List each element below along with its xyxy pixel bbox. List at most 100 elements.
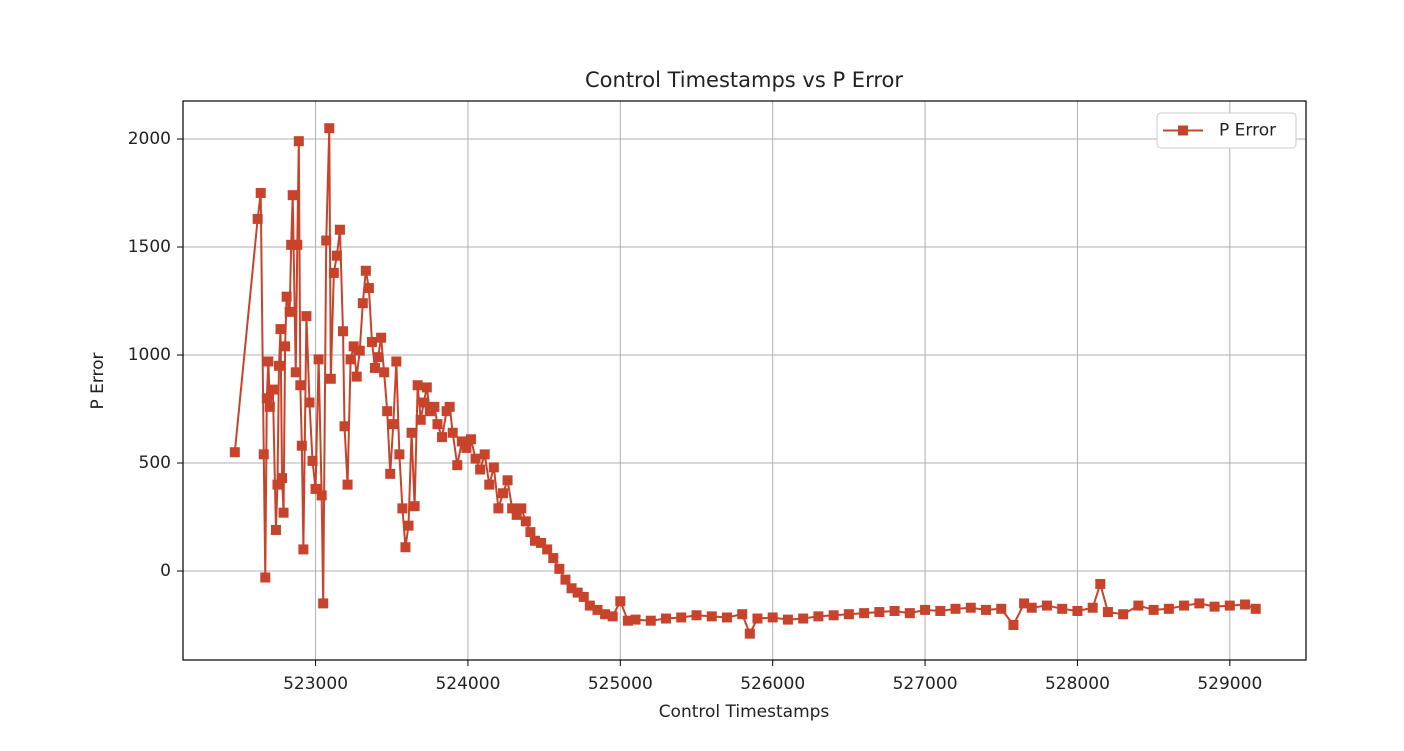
data-point bbox=[1148, 604, 1159, 615]
legend-marker bbox=[1178, 125, 1188, 136]
legend-box bbox=[1156, 112, 1297, 149]
data-point bbox=[444, 401, 455, 412]
data-line bbox=[233, 128, 1257, 637]
data-point bbox=[607, 611, 618, 622]
data-point bbox=[1087, 602, 1098, 613]
data-point bbox=[397, 503, 408, 514]
data-point bbox=[1102, 607, 1113, 618]
data-point bbox=[456, 436, 467, 447]
data-point bbox=[572, 587, 583, 598]
y-tick-label: 1000 bbox=[128, 345, 171, 365]
data-point bbox=[737, 609, 748, 620]
y-tick-label: 2000 bbox=[128, 129, 171, 149]
data-point bbox=[600, 609, 611, 620]
data-point bbox=[418, 397, 429, 408]
data-point bbox=[1095, 578, 1106, 589]
data-point bbox=[525, 527, 536, 538]
data-point bbox=[935, 605, 946, 616]
data-point bbox=[752, 613, 763, 624]
data-point bbox=[920, 604, 931, 615]
data-point bbox=[1008, 620, 1019, 631]
data-point bbox=[843, 609, 854, 620]
data-point bbox=[260, 572, 271, 583]
data-point bbox=[744, 628, 755, 639]
data-point bbox=[316, 490, 327, 501]
data-point bbox=[379, 367, 390, 378]
data-point bbox=[295, 380, 306, 391]
data-point bbox=[429, 401, 440, 412]
data-point bbox=[437, 432, 448, 443]
data-point bbox=[275, 324, 286, 335]
data-point bbox=[461, 442, 472, 453]
x-tick-label: 528000 bbox=[1045, 674, 1110, 694]
data-point bbox=[447, 427, 458, 438]
x-tick-label: 529000 bbox=[1197, 674, 1262, 694]
data-point bbox=[782, 614, 793, 625]
data-point bbox=[676, 612, 687, 623]
x-tick-label: 525000 bbox=[588, 674, 653, 694]
data-point bbox=[1240, 599, 1251, 610]
data-point bbox=[331, 250, 342, 261]
data-point bbox=[1118, 609, 1129, 620]
data-point bbox=[313, 354, 324, 365]
data-point bbox=[475, 464, 486, 475]
data-point bbox=[270, 524, 281, 535]
data-point bbox=[661, 613, 672, 624]
data-point bbox=[280, 341, 291, 352]
chart-title: Control Timestamps vs P Error bbox=[585, 68, 903, 92]
data-point bbox=[1194, 598, 1205, 609]
data-point bbox=[360, 265, 371, 276]
data-point bbox=[264, 401, 275, 412]
data-point bbox=[706, 611, 717, 622]
data-point bbox=[645, 615, 656, 626]
data-point bbox=[385, 468, 396, 479]
data-point bbox=[298, 544, 309, 555]
data-point bbox=[388, 419, 399, 430]
data-point bbox=[354, 345, 365, 356]
data-point bbox=[630, 614, 641, 625]
data-point bbox=[400, 542, 411, 553]
data-point bbox=[511, 509, 522, 520]
data-point bbox=[520, 516, 531, 527]
data-point bbox=[382, 406, 393, 417]
data-point bbox=[376, 332, 387, 343]
data-point bbox=[502, 475, 513, 486]
data-point bbox=[394, 449, 405, 460]
y-axis-label: P Error bbox=[88, 352, 108, 409]
data-point bbox=[1224, 600, 1235, 611]
data-point bbox=[798, 613, 809, 624]
data-point bbox=[261, 393, 272, 404]
data-point bbox=[292, 239, 303, 250]
data-point bbox=[267, 384, 278, 395]
plot-frame bbox=[182, 100, 1307, 661]
data-point bbox=[391, 356, 402, 367]
data-point bbox=[1209, 601, 1220, 612]
data-point bbox=[412, 380, 423, 391]
y-tick-label: 1500 bbox=[128, 237, 171, 257]
data-point bbox=[325, 373, 336, 384]
y-tick-label: 0 bbox=[160, 561, 171, 581]
data-point bbox=[366, 337, 377, 348]
data-point bbox=[548, 553, 559, 564]
data-point bbox=[277, 473, 288, 484]
data-point bbox=[278, 507, 289, 518]
data-point bbox=[566, 583, 577, 594]
data-point bbox=[415, 414, 426, 425]
data-point bbox=[981, 604, 992, 615]
data-point bbox=[813, 611, 824, 622]
data-point bbox=[889, 605, 900, 616]
data-point bbox=[348, 341, 359, 352]
data-point bbox=[584, 600, 595, 611]
data-point bbox=[507, 503, 518, 514]
data-point bbox=[363, 283, 374, 294]
data-point bbox=[334, 224, 345, 235]
data-point bbox=[281, 291, 292, 302]
data-point bbox=[337, 326, 348, 337]
legend-label: P Error bbox=[1219, 121, 1276, 141]
data-point bbox=[1250, 603, 1261, 614]
data-point bbox=[273, 360, 284, 371]
data-point bbox=[874, 607, 885, 618]
data-point bbox=[307, 455, 318, 466]
data-point bbox=[493, 503, 504, 514]
